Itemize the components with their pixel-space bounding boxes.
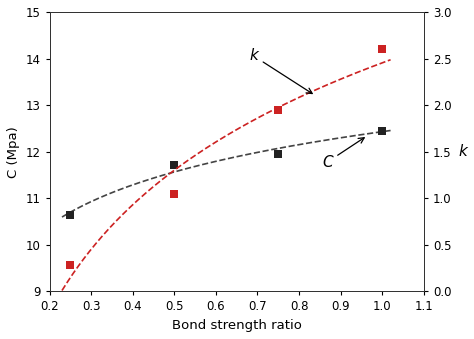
Y-axis label: C (Mpa): C (Mpa) (7, 126, 20, 178)
Y-axis label: k: k (458, 144, 467, 159)
X-axis label: Bond strength ratio: Bond strength ratio (172, 319, 301, 332)
Text: k: k (249, 48, 312, 94)
Text: C: C (322, 138, 364, 170)
